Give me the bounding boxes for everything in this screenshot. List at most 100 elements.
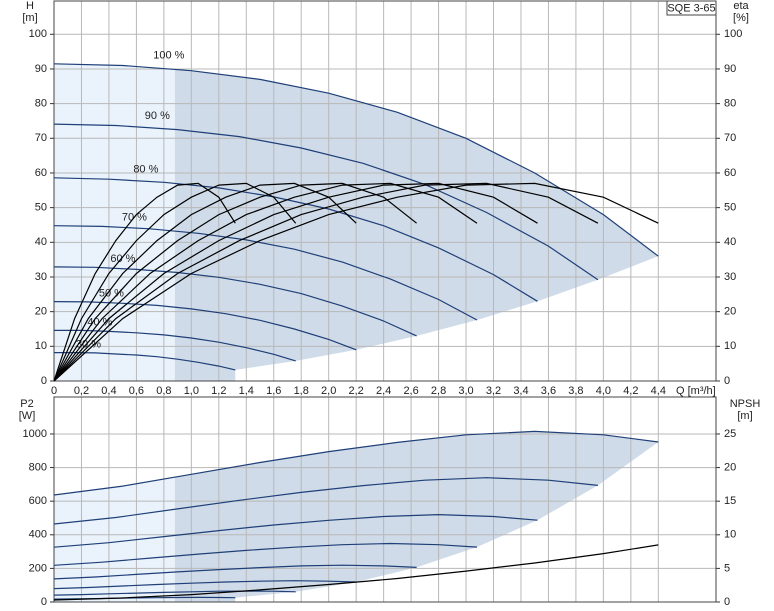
y-tick-label: 400 bbox=[29, 529, 47, 541]
curve bbox=[53, 430, 659, 496]
y-tick-label: 200 bbox=[29, 562, 47, 574]
secondary-curve bbox=[53, 182, 417, 382]
y-tick-label: 60 bbox=[35, 167, 47, 179]
x-tick-label: 3,4 bbox=[513, 385, 528, 397]
speed-label: 90 % bbox=[145, 110, 170, 122]
x-tick-label: 4,2 bbox=[623, 385, 638, 397]
x-tick-label: 0,8 bbox=[156, 385, 171, 397]
y2-tick-label: 0 bbox=[724, 375, 730, 387]
plot-frame bbox=[53, 396, 717, 603]
secondary-curve bbox=[53, 182, 297, 382]
y-tick-label: 0 bbox=[41, 596, 47, 608]
y-axis-unit: [W] bbox=[19, 410, 36, 422]
y2-axis-label: eta bbox=[733, 0, 749, 12]
x-tick-label: 4,4 bbox=[651, 385, 666, 397]
y2-axis-unit: [%] bbox=[733, 12, 749, 24]
secondary-curve bbox=[53, 182, 236, 382]
y2-tick-label: 90 bbox=[724, 63, 736, 75]
y2-axis-unit: [m] bbox=[737, 410, 752, 422]
speed-label: 60 % bbox=[110, 253, 135, 265]
y2-tick-label: 20 bbox=[724, 461, 736, 473]
curve bbox=[53, 590, 296, 596]
plot-frame bbox=[53, 0, 717, 382]
x-tick-label: 0,6 bbox=[129, 385, 144, 397]
y-tick-label: 1000 bbox=[23, 428, 47, 440]
y2-axis-label: NPSH bbox=[730, 398, 761, 410]
x-tick-label: 4,0 bbox=[596, 385, 611, 397]
x-tick-label: 3,0 bbox=[458, 385, 473, 397]
speed-label: 50 % bbox=[99, 288, 124, 300]
curve bbox=[54, 329, 296, 362]
secondary-curve bbox=[53, 182, 599, 382]
y-tick-label: 80 bbox=[35, 98, 47, 110]
y2-tick-label: 70 bbox=[724, 132, 736, 144]
y2-tick-label: 10 bbox=[724, 529, 736, 541]
y-tick-label: 90 bbox=[35, 63, 47, 75]
y-tick-label: 100 bbox=[29, 28, 47, 40]
operating-range bbox=[174, 431, 659, 602]
y2-tick-label: 0 bbox=[724, 596, 730, 608]
curve bbox=[53, 564, 417, 580]
secondary-curve bbox=[53, 182, 538, 382]
curve bbox=[53, 542, 478, 566]
operating-range bbox=[174, 69, 659, 382]
curve bbox=[53, 513, 538, 548]
y-tick-label: 70 bbox=[35, 132, 47, 144]
y-tick-label: 10 bbox=[35, 340, 47, 352]
secondary-curve bbox=[53, 182, 357, 382]
curve bbox=[53, 266, 417, 337]
x-tick-label: 1,0 bbox=[184, 385, 199, 397]
curve bbox=[53, 580, 357, 590]
x-tick-label: 2,6 bbox=[403, 385, 418, 397]
chart-title: SQE 3-65 bbox=[667, 2, 715, 14]
y2-tick-label: 10 bbox=[724, 340, 736, 352]
y2-tick-label: 5 bbox=[724, 562, 730, 574]
y2-tick-label: 30 bbox=[724, 271, 736, 283]
y-tick-label: 600 bbox=[29, 495, 47, 507]
y-tick-label: 30 bbox=[35, 271, 47, 283]
x-tick-label: 1,2 bbox=[211, 385, 226, 397]
x-tick-label: 0,4 bbox=[101, 385, 116, 397]
y-tick-label: 800 bbox=[29, 461, 47, 473]
x-tick-label: 1,8 bbox=[294, 385, 309, 397]
y2-tick-label: 60 bbox=[724, 167, 736, 179]
y-axis-label: H bbox=[26, 0, 34, 12]
x-tick-label: 1,4 bbox=[239, 385, 254, 397]
curve bbox=[53, 123, 599, 281]
x-tick-label: 0 bbox=[51, 385, 57, 397]
y2-tick-label: 100 bbox=[724, 28, 742, 40]
y2-tick-label: 15 bbox=[724, 495, 736, 507]
y-tick-label: 0 bbox=[41, 375, 47, 387]
speed-label: 30 % bbox=[76, 338, 101, 350]
curve bbox=[53, 301, 357, 351]
y2-tick-label: 80 bbox=[724, 98, 736, 110]
y2-tick-label: 25 bbox=[724, 428, 736, 440]
x-tick-label: 3,6 bbox=[541, 385, 556, 397]
secondary-curve bbox=[53, 182, 478, 382]
secondary-curve bbox=[53, 544, 659, 601]
speed-label: 100 % bbox=[153, 50, 184, 62]
x-tick-label: 1,6 bbox=[266, 385, 281, 397]
x-tick-label: 2,4 bbox=[376, 385, 391, 397]
x-axis-label: Q [m³/h] bbox=[676, 385, 716, 397]
curve bbox=[53, 63, 659, 257]
y-tick-label: 40 bbox=[35, 236, 47, 248]
y2-tick-label: 50 bbox=[724, 202, 736, 214]
title-box bbox=[666, 0, 717, 16]
y2-tick-label: 40 bbox=[724, 236, 736, 248]
speed-label: 80 % bbox=[133, 164, 158, 176]
x-tick-label: 3,2 bbox=[486, 385, 501, 397]
x-tick-label: 2,0 bbox=[321, 385, 336, 397]
y-tick-label: 20 bbox=[35, 306, 47, 318]
y-axis-label: P2 bbox=[20, 398, 33, 410]
operating-range-light bbox=[54, 477, 175, 602]
curve bbox=[53, 177, 538, 302]
y-tick-label: 50 bbox=[35, 202, 47, 214]
x-tick-label: 2,8 bbox=[431, 385, 446, 397]
secondary-curve bbox=[53, 182, 659, 382]
x-tick-label: 2,2 bbox=[349, 385, 364, 397]
x-tick-label: 3,8 bbox=[568, 385, 583, 397]
x-tick-label: 0,2 bbox=[74, 385, 89, 397]
y-axis-unit: [m] bbox=[22, 12, 37, 24]
